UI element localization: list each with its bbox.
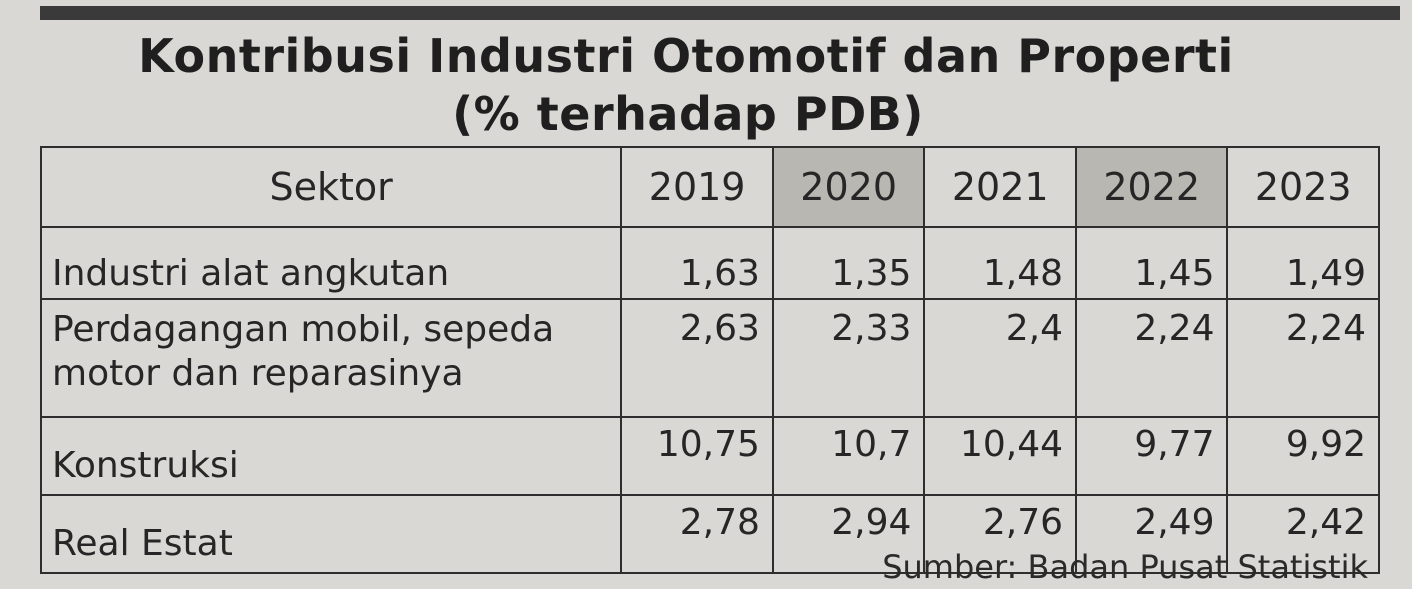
table-row: Konstruksi 10,75 10,7 10,44 9,77 9,92 (39, 416, 1380, 496)
cell-value: 1,49 (1226, 226, 1380, 300)
row-label-line: motor dan reparasinya (52, 353, 464, 394)
row-label: Industri alat angkutan (39, 226, 623, 300)
header-row: Sektor 2019 2020 2021 2022 2023 (39, 146, 1380, 228)
cell-value: 2,78 (620, 494, 774, 574)
header-2023: 2023 (1226, 146, 1380, 228)
table-subtitle: (% terhadap PDB) (452, 87, 924, 141)
cell-value: 1,63 (620, 226, 774, 300)
header-2019: 2019 (620, 146, 774, 228)
cell-value: 2,24 (1074, 298, 1229, 418)
cell-value: 9,77 (1074, 416, 1229, 496)
cell-value: 2,33 (771, 298, 926, 418)
header-sektor: Sektor (39, 146, 623, 228)
header-2020: 2020 (771, 146, 926, 228)
cell-value: 2,24 (1226, 298, 1380, 418)
top-rule (40, 6, 1400, 20)
table-row: Industri alat angkutan 1,63 1,35 1,48 1,… (39, 226, 1380, 300)
table-title: Kontribusi Industri Otomotif dan Propert… (138, 29, 1234, 83)
cell-value: 10,44 (923, 416, 1077, 496)
cell-value: 2,76 (923, 494, 1077, 574)
row-label: Perdagangan mobil, sepeda motor dan repa… (39, 298, 623, 418)
cell-value: 1,35 (771, 226, 926, 300)
table-row: Perdagangan mobil, sepeda motor dan repa… (39, 298, 1380, 418)
cell-value: 1,48 (923, 226, 1077, 300)
cell-value: 2,4 (923, 298, 1077, 418)
cell-value: 2,63 (620, 298, 774, 418)
cell-value: 2,49 (1074, 494, 1229, 574)
row-label: Real Estat (39, 494, 623, 574)
cell-value: 1,45 (1074, 226, 1229, 300)
data-table: Sektor 2019 2020 2021 2022 2023 Industri… (39, 146, 1380, 574)
cell-value: 9,92 (1226, 416, 1380, 496)
header-2022: 2022 (1074, 146, 1229, 228)
row-label: Konstruksi (39, 416, 623, 496)
header-2021: 2021 (923, 146, 1077, 228)
cell-value: 10,7 (771, 416, 926, 496)
cell-value: 2,42 (1226, 494, 1380, 574)
cell-value: 2,94 (771, 494, 926, 574)
cell-value: 10,75 (620, 416, 774, 496)
row-label-line: Perdagangan mobil, sepeda (52, 309, 555, 350)
table-row: Real Estat 2,78 2,94 2,76 2,49 2,42 (39, 494, 1380, 574)
source-note: Sumber: Badan Pusat Statistik (882, 548, 1368, 586)
